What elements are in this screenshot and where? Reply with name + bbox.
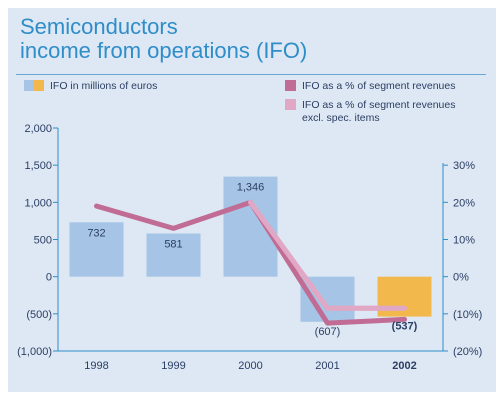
- right-tick-label: (10%): [453, 309, 482, 321]
- x-tick-label-2000: 2000: [238, 360, 262, 372]
- x-axis-ticks: 1998 1999 2000 2001 2002: [84, 360, 416, 372]
- legend-label-line2-a: IFO as a % of segment revenues: [302, 99, 456, 111]
- left-tick-label: 1,000: [24, 197, 52, 209]
- bar-1998: [69, 222, 124, 277]
- left-tick-label: 2,000: [24, 123, 52, 135]
- right-axis-ticks: 30% 20% 10% 0% (10%) (20%): [443, 160, 482, 358]
- bar-label-2000: 1,346: [237, 182, 265, 194]
- legend-swatch-line2: [285, 99, 296, 110]
- bar-label-1998: 732: [87, 227, 105, 239]
- right-tick-label: (20%): [453, 346, 482, 358]
- right-tick-label: 30%: [453, 160, 475, 172]
- left-axis-ticks: 2,000 1,500 1,000 500 0 (500) (1,000): [17, 123, 58, 358]
- x-tick-label-2002: 2002: [392, 360, 416, 372]
- left-tick-label: (500): [26, 309, 52, 321]
- legend-swatch-line1: [285, 80, 296, 91]
- title-rule: [16, 74, 486, 75]
- bar-labels: 732 581 1,346 (607) (537): [87, 182, 417, 338]
- lines: [94, 199, 407, 326]
- x-tick-label-1999: 1999: [161, 360, 185, 372]
- right-tick-label: 0%: [453, 272, 469, 284]
- bar-1999: [146, 233, 201, 277]
- left-tick-label: 0: [46, 272, 52, 284]
- legend-swatch-bar-orange: [34, 80, 44, 91]
- legend-swatch-bar-blue: [24, 80, 34, 91]
- left-tick-label: 500: [34, 235, 52, 247]
- chart-title-line2: income from operations (IFO): [20, 38, 308, 63]
- bar-label-2001: (607): [315, 326, 341, 338]
- right-tick-label: 10%: [453, 235, 475, 247]
- bar-label-2002: (537): [392, 321, 418, 333]
- chart-title-line1: Semiconductors: [20, 14, 178, 39]
- left-tick-label: (1,000): [17, 346, 52, 358]
- x-tick-label-2001: 2001: [315, 360, 339, 372]
- legend: IFO in millions of euros IFO as a % of s…: [24, 80, 456, 124]
- legend-label-bars: IFO in millions of euros: [50, 80, 157, 92]
- chart-title: Semiconductors income from operations (I…: [20, 15, 307, 63]
- right-tick-label: 20%: [453, 197, 475, 209]
- line-ifo-pct-excl-top: [248, 199, 407, 311]
- legend-label-line2-b: excl. spec. items: [302, 112, 380, 124]
- bar-label-1999: 581: [164, 238, 182, 250]
- left-tick-label: 1,500: [24, 160, 52, 172]
- bars: [69, 176, 432, 322]
- legend-label-line1: IFO as a % of segment revenues: [302, 80, 456, 92]
- x-tick-label-1998: 1998: [84, 360, 108, 372]
